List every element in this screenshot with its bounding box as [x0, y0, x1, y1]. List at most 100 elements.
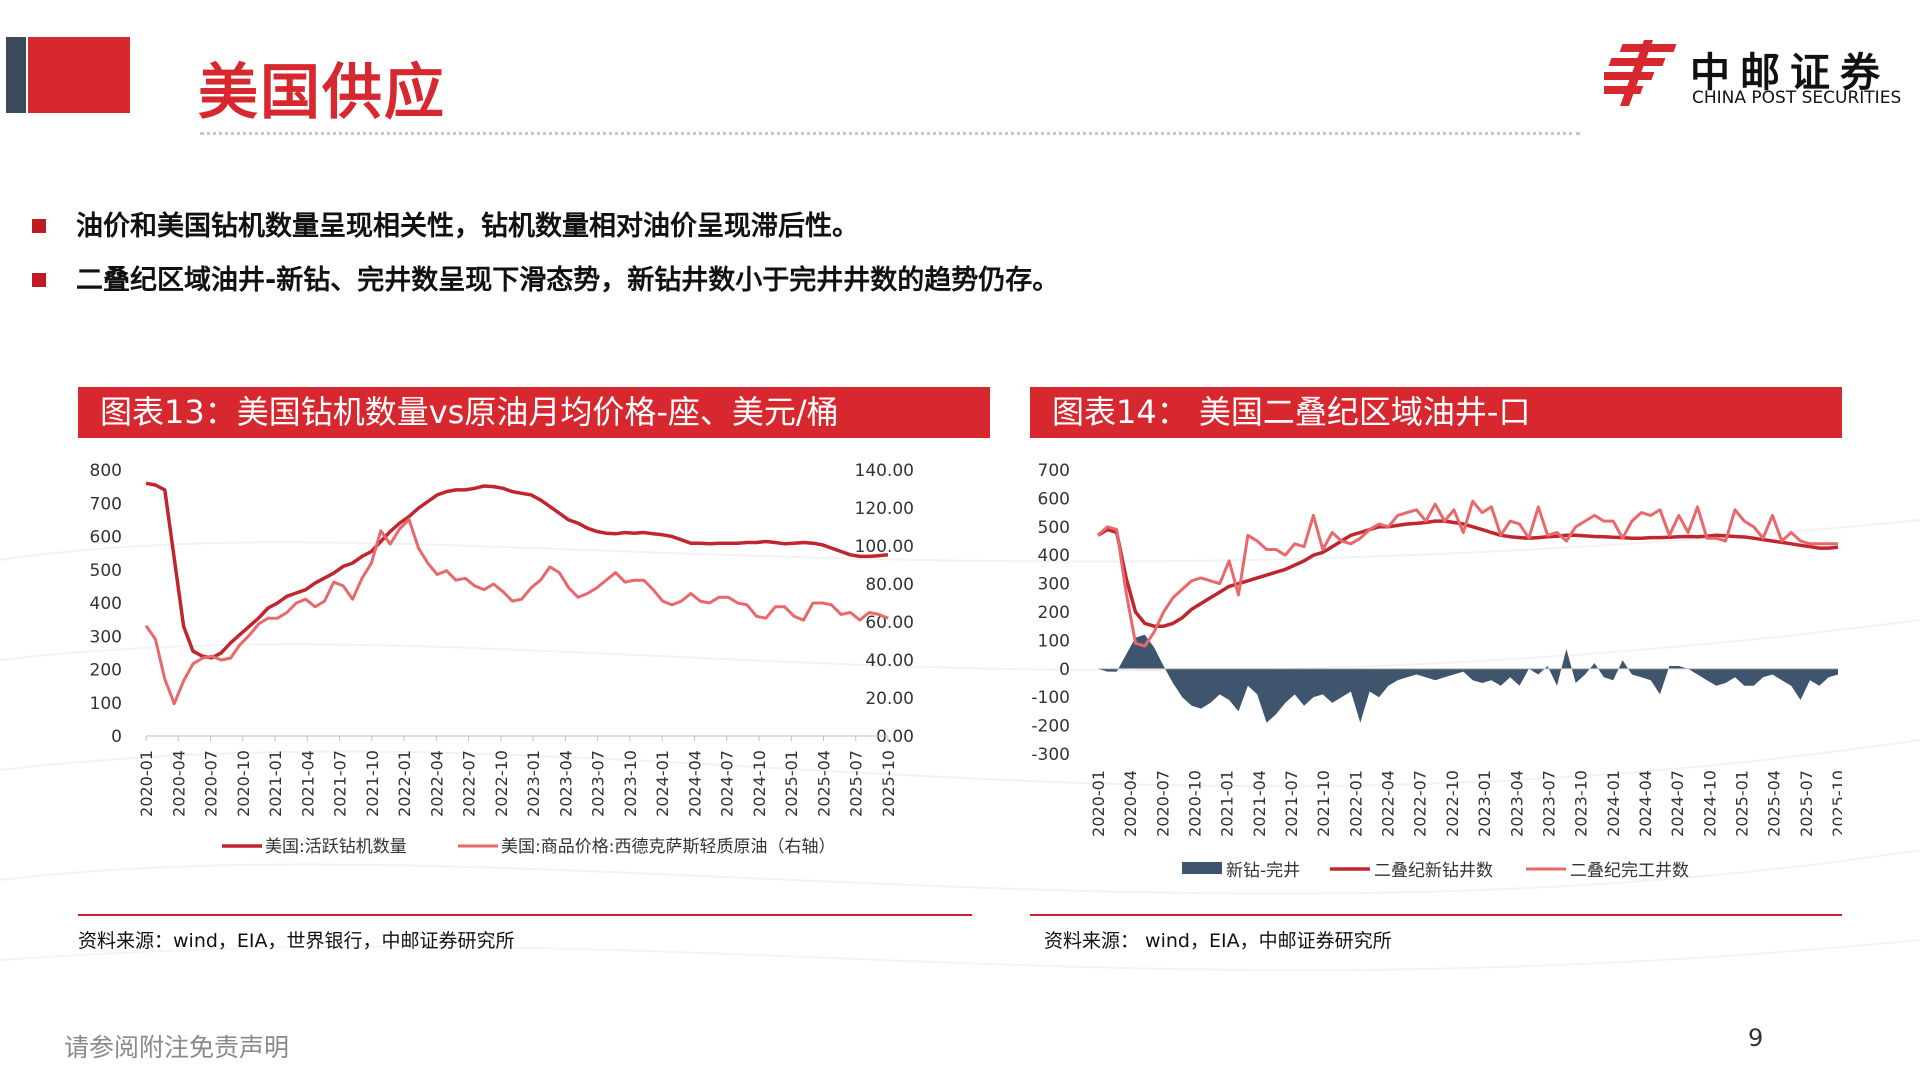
x-tick-label: 2021-04 [298, 750, 317, 817]
y-tick-label: 200 [1038, 603, 1070, 623]
series-wti-price-line [144, 517, 889, 706]
x-tick-label: 2023-07 [1539, 770, 1558, 837]
y-tick-label: 300 [1038, 575, 1070, 595]
x-tick-label: 2024-04 [685, 750, 704, 817]
bullet-point-2: 二叠纪区域油井-新钻、完井数呈现下滑态势，新钻井数小于完井井数的趋势仍存。 [32, 258, 1852, 297]
y-right-tick-label: 80.00 [865, 575, 914, 595]
header-accent-bar [6, 37, 26, 113]
legend-label-rig-count: 美国:活跃钻机数量 [265, 837, 407, 857]
y-right-tick-label: 40.00 [865, 651, 914, 671]
x-tick-label: 2023-10 [621, 750, 640, 817]
page-number: 9 [1748, 1024, 1764, 1052]
bullet-square-icon [32, 218, 46, 233]
x-tick-label: 2021-04 [1250, 770, 1269, 837]
y-tick-label: -200 [1031, 717, 1070, 737]
x-tick-label: 2020-10 [234, 750, 253, 817]
x-tick-label: 2023-04 [556, 750, 575, 817]
x-tick-label: 2020-07 [202, 750, 221, 817]
y-left-tick-label: 800 [90, 461, 122, 481]
header-red-block [28, 37, 130, 113]
y-right-tick-label: 120.00 [855, 499, 914, 519]
x-tick-label: 2021-07 [331, 750, 350, 817]
logo-english-name: CHINA POST SECURITIES [1692, 88, 1902, 108]
x-tick-label: 2023-10 [1572, 770, 1591, 837]
x-tick-label: 2021-01 [1218, 770, 1237, 837]
x-tick-label: 2024-04 [1636, 770, 1655, 837]
y-tick-label: 500 [1038, 518, 1070, 538]
chart14-permian-wells: 700 600 500 400 300 200 100 0 -100 -200 -300 2020-0… [1031, 461, 1842, 881]
y-left-tick-label: 400 [90, 594, 122, 614]
x-tick-label: 2025-10 [1829, 770, 1842, 837]
x-tick-label: 2024-10 [1700, 770, 1719, 837]
x-tick-label: 2021-10 [1314, 770, 1333, 837]
y-tick-label: -300 [1031, 745, 1070, 765]
legend-label-new-minus-completed: 新钻-完井 [1226, 861, 1300, 881]
y-tick-label: 700 [1038, 461, 1070, 481]
x-tick-label: 2024-07 [718, 750, 737, 817]
chart14-source-divider [1030, 914, 1842, 916]
y-right-tick-label: 60.00 [865, 613, 914, 633]
legend-label-new-drilled: 二叠纪新钻井数 [1374, 861, 1493, 881]
y-left-tick-label: 700 [90, 494, 122, 514]
x-tick-label: 2020-10 [1186, 770, 1205, 837]
x-tick-label: 2024-01 [653, 750, 672, 817]
logo-chinese-name: 中邮证券 [1690, 50, 1890, 96]
x-tick-label: 2021-01 [266, 750, 285, 817]
x-tick-label: 2025-01 [782, 750, 801, 817]
y-left-tick-label: 100 [90, 694, 122, 714]
chart13-source-divider [78, 914, 972, 916]
y-left-tick-label: 500 [90, 561, 122, 581]
x-tick-label: 2025-04 [814, 750, 833, 817]
y-left-tick-label: 300 [90, 627, 122, 647]
bullet-text-2: 二叠纪区域油井-新钻、完井数呈现下滑态势，新钻井数小于完井井数的趋势仍存。 [76, 265, 1060, 296]
x-tick-label: 2023-04 [1507, 770, 1526, 837]
x-tick-label: 2022-01 [1346, 770, 1365, 837]
x-tick-label: 2025-10 [879, 750, 898, 817]
y-right-tick-label: 140.00 [855, 461, 914, 481]
x-tick-label: 2022-07 [460, 750, 479, 817]
x-tick-label: 2022-10 [1443, 770, 1462, 837]
china-post-logo-icon [1604, 40, 1677, 106]
x-tick-label: 2020-07 [1153, 770, 1172, 837]
chart13-header: 图表13：美国钻机数量vs原油月均价格-座、美元/桶 [78, 387, 990, 438]
legend-swatch-new-minus-completed [1182, 862, 1222, 874]
y-left-tick-label: 200 [90, 661, 122, 681]
y-tick-label: 0 [1059, 660, 1070, 680]
x-tick-label: 2020-01 [137, 750, 156, 817]
x-tick-label: 2020-01 [1089, 770, 1108, 837]
x-tick-label: 2023-07 [589, 750, 608, 817]
series-completed-line [1096, 499, 1838, 648]
bullet-point-1: 油价和美国钻机数量呈现相关性，钻机数量相对油价呈现滞后性。 [32, 204, 1852, 243]
y-tick-label: 600 [1038, 489, 1070, 509]
x-tick-label: 2022-07 [1411, 770, 1430, 837]
x-tick-label: 2024-07 [1668, 770, 1687, 837]
x-tick-label: 2023-01 [524, 750, 543, 817]
chart13-rigcount-vs-oil: 800 700 600 500 400 300 200 100 0 140.00 120.00 100… [90, 461, 914, 857]
y-tick-label: 100 [1038, 631, 1070, 651]
y-tick-label: 400 [1038, 546, 1070, 566]
bullet-square-icon [32, 272, 46, 287]
y-right-tick-label: 0.00 [876, 727, 914, 747]
y-right-tick-label: 20.00 [865, 689, 914, 709]
y-left-tick-label: 600 [90, 528, 122, 548]
bullet-text-1: 油价和美国钻机数量呈现相关性，钻机数量相对油价呈现滞后性。 [76, 211, 859, 242]
x-tick-label: 2022-04 [1379, 770, 1398, 837]
x-tick-label: 2025-07 [1797, 770, 1816, 837]
header-divider [200, 132, 1580, 135]
x-tick-label: 2025-07 [847, 750, 866, 817]
series-new-minus-completed-area [1098, 634, 1838, 723]
x-tick-label: 2021-07 [1282, 770, 1301, 837]
x-tick-label: 2020-04 [1121, 770, 1140, 837]
x-tick-label: 2022-04 [427, 750, 446, 817]
chart14-header: 图表14： 美国二叠纪区域油井-口 [1030, 387, 1842, 438]
series-new-drilled-line [1097, 519, 1839, 628]
x-tick-label: 2021-10 [363, 750, 382, 817]
disclaimer-note: 请参阅附注免责声明 [64, 1033, 290, 1062]
legend-label-wti: 美国:商品价格:西德克萨斯轻质原油（右轴） [501, 837, 835, 857]
y-right-tick-label: 100.00 [855, 537, 914, 557]
x-tick-label: 2025-01 [1732, 770, 1751, 837]
x-tick-label: 2020-04 [169, 750, 188, 817]
x-tick-label: 2023-01 [1475, 770, 1494, 837]
y-tick-label: -100 [1031, 688, 1070, 708]
y-left-tick-label: 0 [111, 727, 122, 747]
